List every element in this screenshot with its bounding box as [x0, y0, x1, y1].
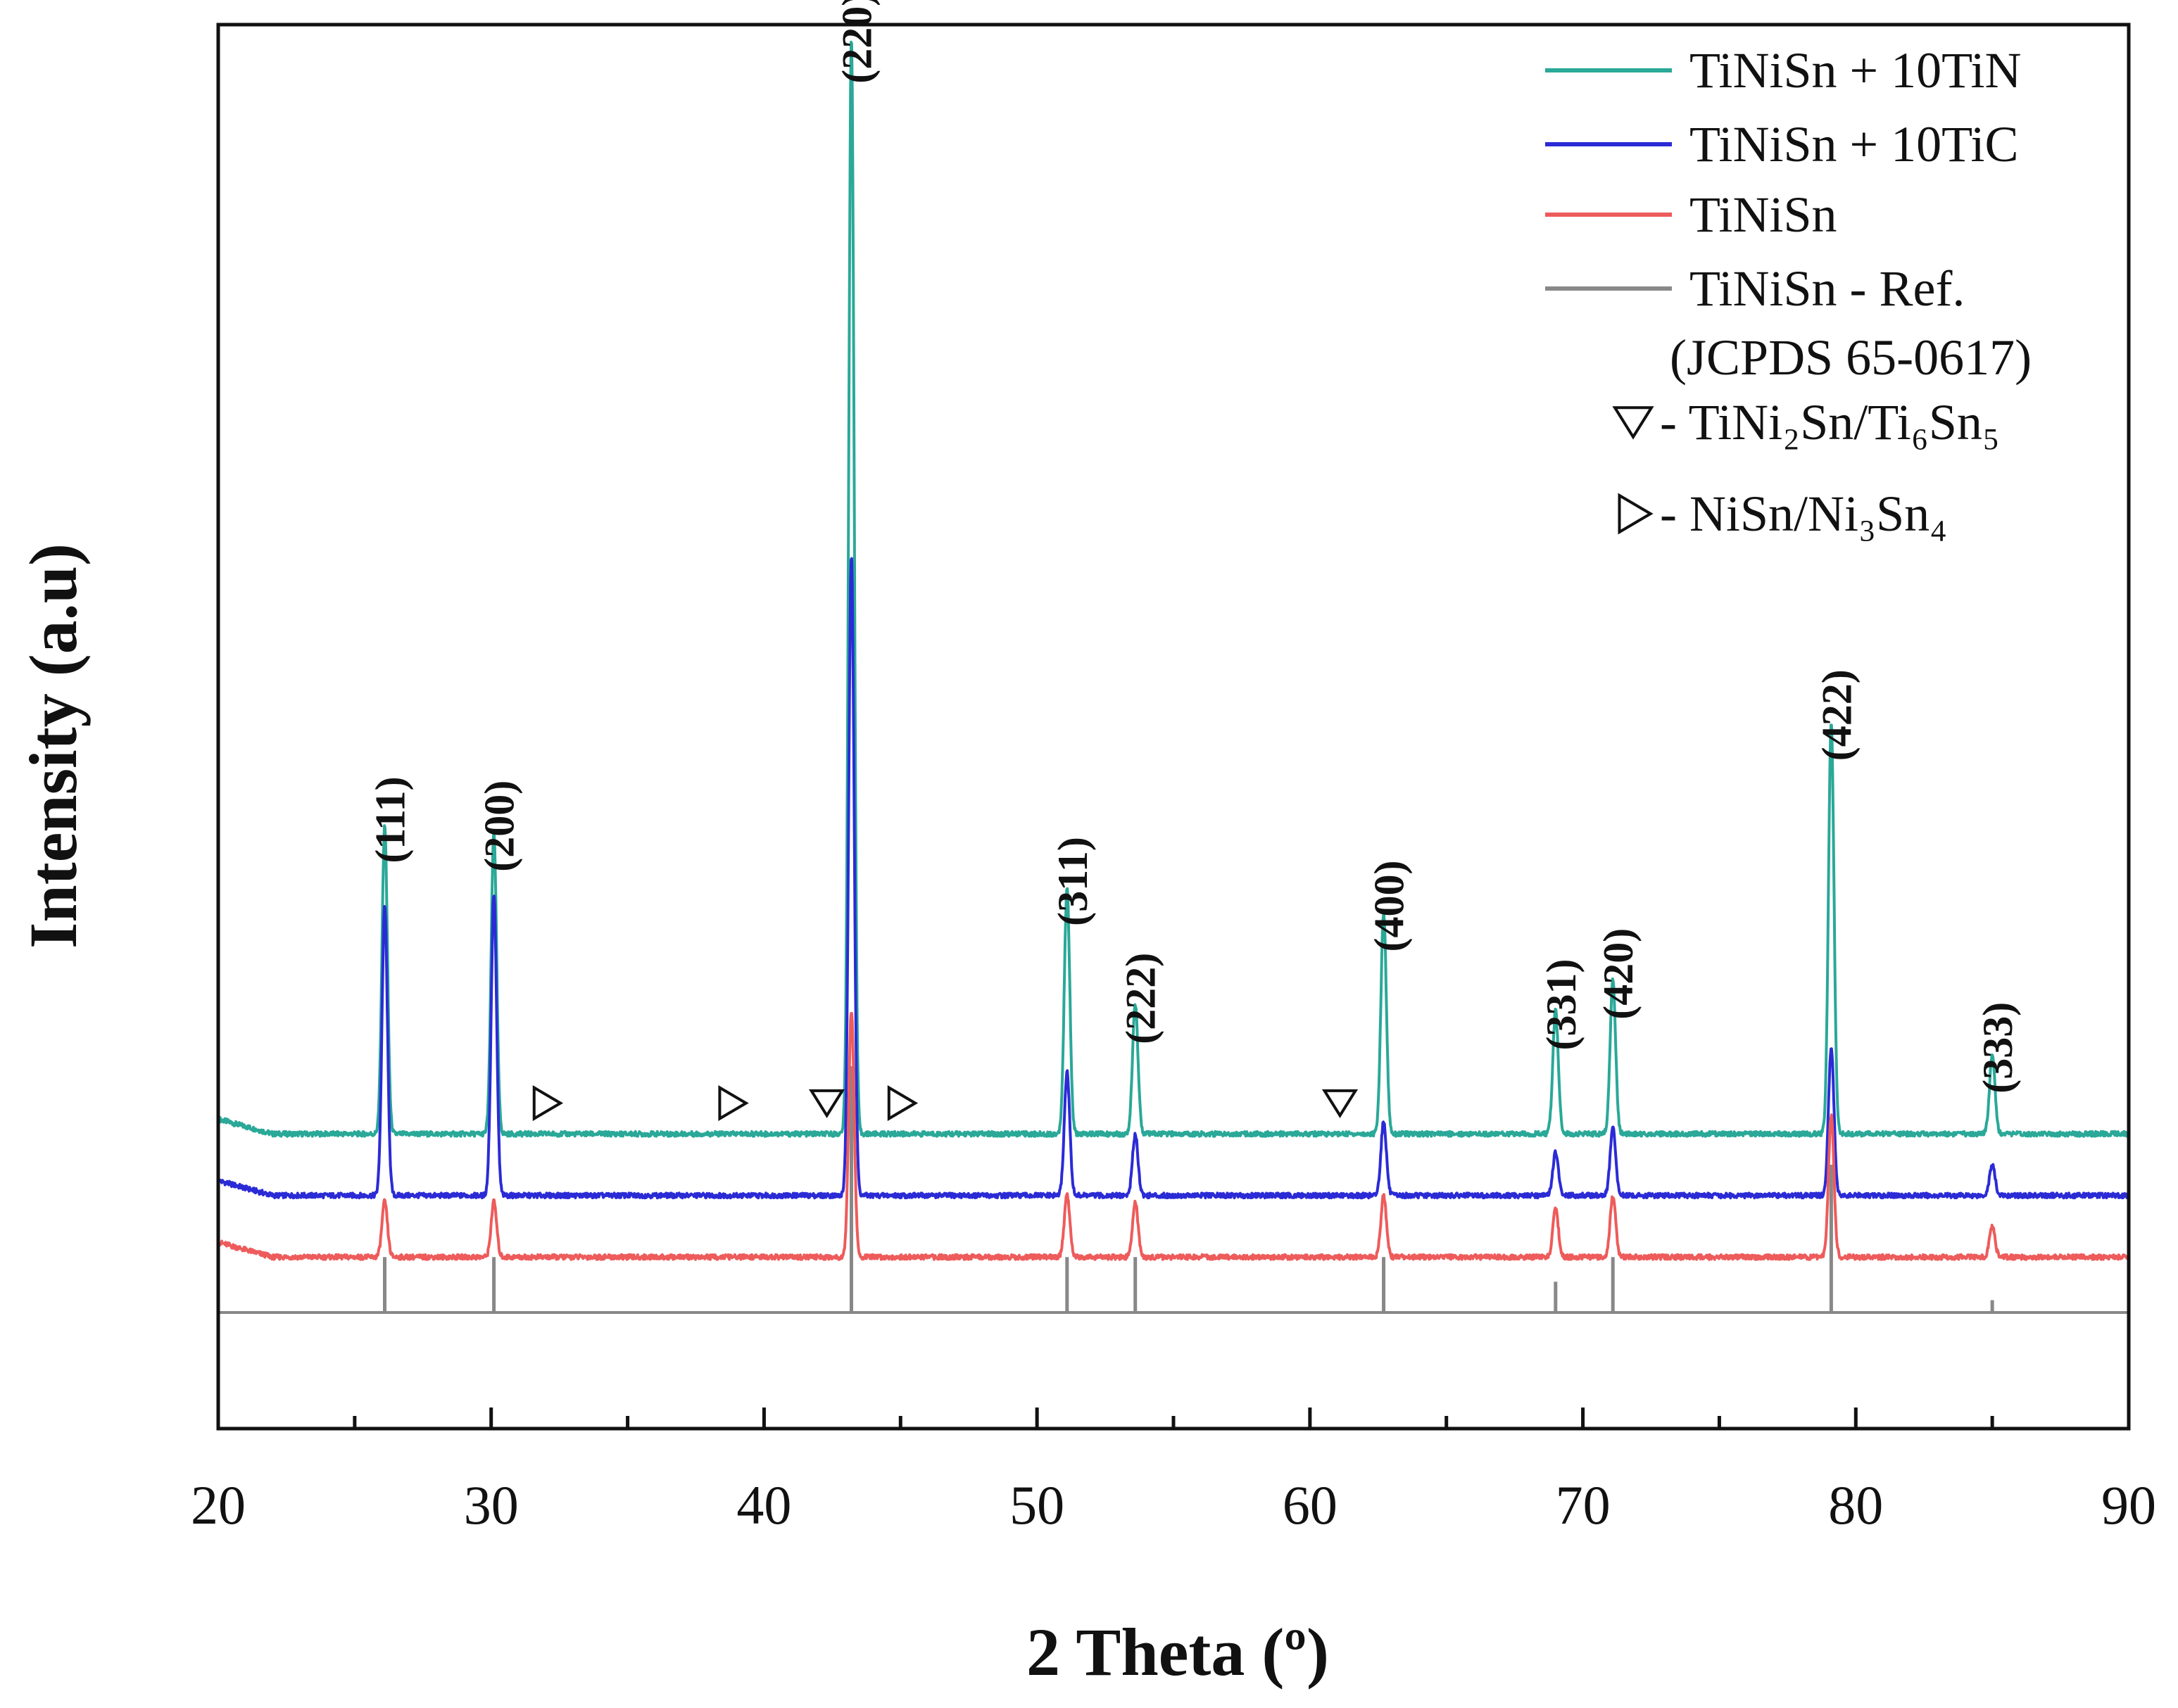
peak-label: (422)	[1813, 669, 1860, 761]
x-tick-label: 60	[1283, 1474, 1337, 1536]
x-tick-label: 30	[464, 1474, 519, 1536]
legend-label: TiNiSn - Ref.	[1689, 260, 1965, 317]
legend-marker-label: - NiSn/Ni₃Sn₄	[1660, 486, 1947, 542]
y-axis-label: Intensity (a.u)	[15, 543, 91, 949]
peak-label: (111)	[367, 776, 414, 863]
peak-label: (333)	[1975, 1002, 2021, 1094]
right-triangle-icon	[718, 1085, 749, 1121]
series-line	[218, 40, 2129, 1138]
peak-label: (200)	[477, 780, 523, 872]
reference-layer	[218, 1066, 2129, 1314]
peak-label: (400)	[1366, 861, 1413, 952]
down-triangle-icon	[1612, 406, 1654, 440]
peak-label: (331)	[1538, 959, 1585, 1051]
peak-label: (220)	[834, 0, 881, 84]
right-triangle-icon	[532, 1085, 564, 1121]
x-tick-label: 50	[1009, 1474, 1064, 1536]
legend: TiNiSn + 10TiN TiNiSn + 10TiC TiNiSn TiNiSn…	[1545, 42, 2032, 542]
x-tick-label: 90	[2101, 1474, 2156, 1536]
peak-label: (420)	[1595, 928, 1642, 1020]
series-line	[218, 1011, 2129, 1261]
annotation-layer: (111) (200) (220) (311) (222) (400) (331) (420)…	[367, 0, 2021, 1121]
right-triangle-icon	[887, 1085, 919, 1121]
x-tick-label: 20	[191, 1474, 246, 1536]
x-axis-label: 2 Theta (º)	[1026, 1614, 1329, 1690]
legend-ref-note: (JCPDS 65-0617)	[1670, 329, 2032, 386]
x-tick-label: 70	[1556, 1474, 1611, 1536]
x-tick-label: 40	[736, 1474, 791, 1536]
legend-marker-label: - TiNi₂Sn/Ti₆Sn₅	[1660, 394, 2000, 450]
series-line	[218, 557, 2129, 1200]
legend-label: TiNiSn + 10TiC	[1689, 116, 2019, 172]
peak-label: (222)	[1118, 953, 1164, 1044]
axes-layer: 20 30 40 50 60 70 80 90	[191, 23, 2156, 1536]
right-triangle-icon	[1618, 493, 1654, 535]
down-triangle-icon	[1321, 1089, 1359, 1118]
series-layer	[218, 40, 2129, 1261]
down-triangle-icon	[808, 1089, 845, 1118]
x-tick-label: 80	[1828, 1474, 1883, 1536]
legend-label: TiNiSn + 10TiN	[1689, 42, 2022, 99]
legend-label: TiNiSn	[1689, 186, 1837, 243]
peak-label: (311)	[1050, 837, 1096, 926]
